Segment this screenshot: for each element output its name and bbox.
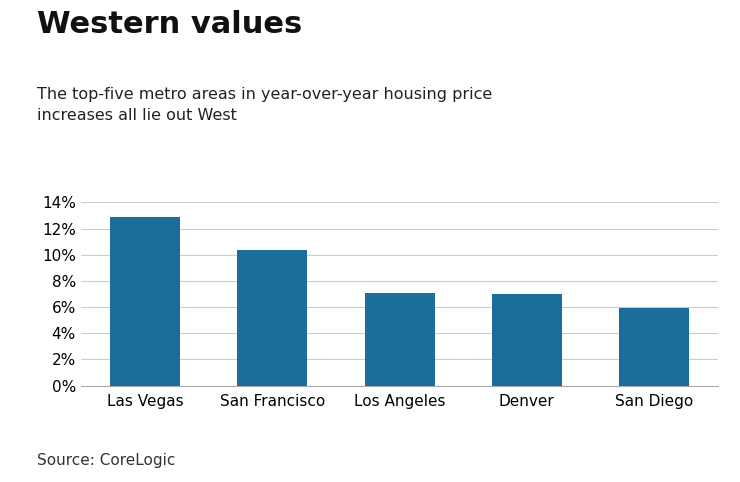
Bar <box>492 294 562 386</box>
Text: The top-five metro areas in year-over-year housing price
increases all lie out W: The top-five metro areas in year-over-ye… <box>37 87 492 123</box>
Text: Western values: Western values <box>37 10 302 39</box>
Bar <box>619 308 689 386</box>
Text: Source: CoreLogic: Source: CoreLogic <box>37 453 175 468</box>
Bar <box>238 250 307 386</box>
Bar <box>110 217 181 386</box>
Bar <box>365 293 434 386</box>
